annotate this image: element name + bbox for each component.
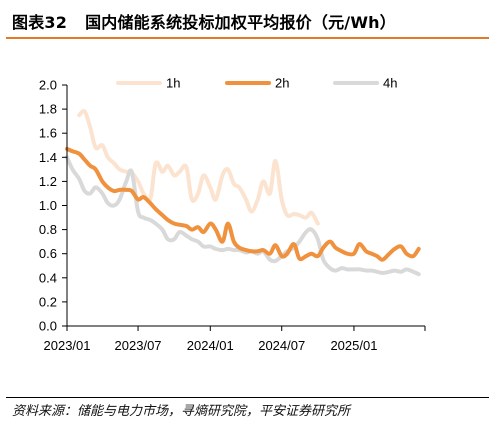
figure-title: 图表32 国内储能系统投标加权平均报价（元/Wh） [12, 9, 396, 33]
legend-label-series-1h: 1h [166, 76, 180, 91]
y-tick-label: 1.4 [39, 150, 57, 165]
x-tick-label: 2023/01 [44, 338, 91, 353]
y-tick-label: 0.2 [39, 294, 57, 309]
figure-title-text: 国内储能系统投标加权平均报价（元/Wh） [85, 13, 396, 32]
legend-label-series-4h: 4h [383, 76, 397, 91]
figure-header: 图表32 国内储能系统投标加权平均报价（元/Wh） [0, 0, 495, 40]
x-tick-label: 2023/07 [115, 338, 162, 353]
series-2h-line [65, 146, 421, 262]
y-tick-label: 1.8 [39, 102, 57, 117]
y-tick-label: 0.4 [39, 270, 57, 285]
footer-rule [6, 397, 489, 398]
x-tick-label: 2025/01 [330, 338, 377, 353]
y-tick-label: 0.6 [39, 246, 57, 261]
y-tick-label: 1.0 [39, 198, 57, 213]
source-note: 资料来源：储能与电力市场，寻熵研究院，平安证券研究所 [12, 404, 351, 419]
chart-axes: 0.0 0.2 0.4 0.6 0.8 1.0 1.2 1.4 1.6 1.8 2.0 2023/01… [39, 78, 426, 353]
header-rule [6, 37, 489, 39]
y-tick-label: 0.8 [39, 222, 57, 237]
x-tick-label: 2024/01 [187, 338, 234, 353]
chart-legend: 1h 2h 4h [116, 76, 397, 91]
series-1h-line [77, 109, 320, 226]
figure-number: 图表32 [12, 13, 68, 32]
y-tick-label: 1.6 [39, 126, 57, 141]
line-chart: 1h 2h 4h 0.0 0.2 0.4 0.6 0.8 1.0 1.2 1.4 1.6 1.8 2.0… [39, 76, 426, 353]
series-layer [65, 109, 421, 277]
legend-label-series-2h: 2h [275, 76, 289, 91]
y-tick-label: 2.0 [39, 78, 57, 93]
y-tick-label: 1.2 [39, 174, 57, 189]
series-4h-line [65, 155, 421, 277]
y-tick-label: 0.0 [39, 319, 57, 334]
x-tick-label: 2024/07 [258, 338, 305, 353]
